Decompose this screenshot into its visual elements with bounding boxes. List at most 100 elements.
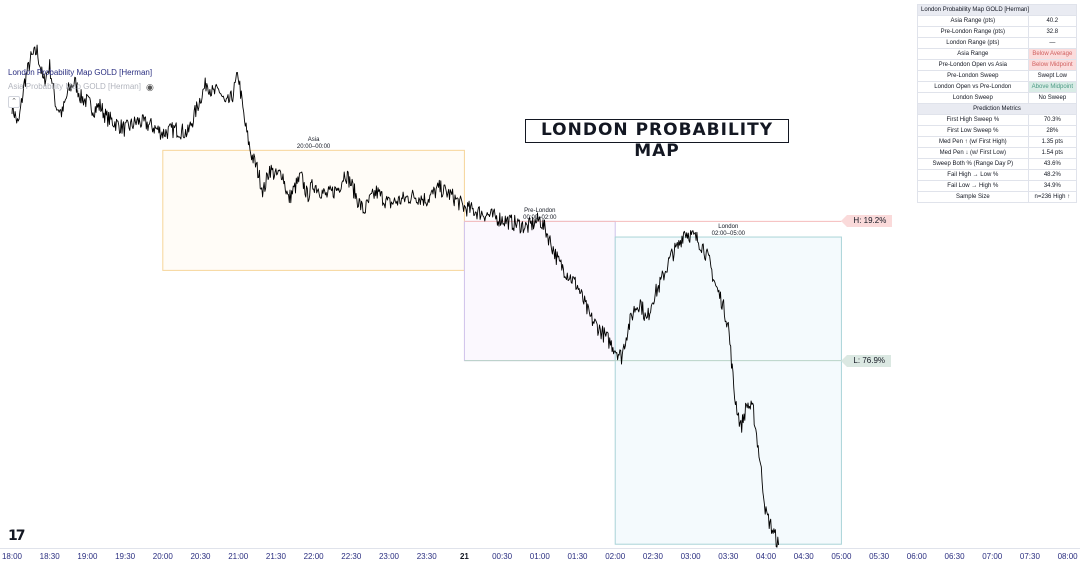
session-boxes: [162, 149, 842, 545]
tradingview-logo[interactable]: 17: [8, 528, 26, 544]
session-box-2: [614, 236, 842, 545]
session-name: London: [718, 224, 739, 231]
x-tick-label: 03:30: [718, 552, 739, 561]
x-tick-label: 21:30: [265, 552, 286, 561]
table-row: Asia Range (pts) 40.2: [917, 15, 1078, 27]
metric-row: First High Sweep % 70.3%: [917, 114, 1078, 126]
x-tick-label: 07:30: [1019, 552, 1040, 561]
table-label: Pre-London Open vs Asia: [917, 59, 1029, 71]
metric-row: Fail High → Low % 48.2%: [917, 169, 1078, 181]
x-tick-label: 19:00: [77, 552, 98, 561]
price-chart[interactable]: [0, 0, 1080, 548]
x-tick-label: 05:30: [869, 552, 890, 561]
level-tag-1: L: 76.9%: [841, 354, 891, 367]
x-tick-label: 01:30: [567, 552, 588, 561]
metric-row: Med Pen ↑ (w/ First High) 1.35 pts: [917, 136, 1078, 148]
session-box-0: [162, 149, 465, 271]
x-tick-label: 05:00: [831, 552, 852, 561]
indicator-legend[interactable]: London Probability Map GOLD [Herman] Asi…: [8, 66, 154, 108]
metric-label: Fail High → Low %: [917, 169, 1029, 181]
metric-value: 48.2%: [1027, 169, 1078, 181]
metric-label: First High Sweep %: [917, 114, 1029, 126]
metric-label: First Low Sweep %: [917, 125, 1029, 137]
table-row: Asia Range Below Average: [917, 48, 1078, 60]
banner-title: LONDON PROBABILITY MAP: [525, 119, 789, 161]
session-name: Pre-London: [524, 208, 556, 215]
x-tick-label: 23:00: [378, 552, 400, 561]
table-label: Asia Range: [917, 48, 1029, 60]
level-tag-0: H: 19.2%: [841, 215, 893, 228]
metric-value: 1.35 pts: [1027, 136, 1078, 148]
x-tick-label: 02:30: [642, 552, 663, 561]
x-tick-label: 04:00: [756, 552, 777, 561]
table-row: London Sweep No Sweep: [917, 92, 1078, 104]
table-value: Below Average: [1027, 48, 1078, 60]
table-row: Pre-London Open vs Asia Below Midpoint: [917, 59, 1078, 71]
x-tick-label: 08:00: [1057, 552, 1078, 561]
x-tick-label: 03:00: [680, 552, 701, 561]
table-title: London Probability Map GOLD [Herman]: [917, 4, 1077, 16]
table-label: Asia Range (pts): [917, 15, 1029, 27]
table-label: Pre-London Range (pts): [917, 26, 1029, 38]
price-line: [11, 44, 780, 548]
table-row: London Range (pts) —: [917, 37, 1078, 49]
x-tick-label: 22:30: [341, 552, 362, 561]
x-tick-label: 19:30: [115, 552, 136, 561]
table-row: Pre-London Range (pts) 32.8: [917, 26, 1078, 38]
x-tick-label: 01:00: [529, 552, 550, 561]
table-row: London Open vs Pre-London Above Midpoint: [917, 81, 1078, 93]
metric-value: n=236 High ↑: [1027, 191, 1078, 203]
session-name: Asia: [307, 137, 320, 144]
time-axis[interactable]: 18:00 18:30 19:00 19:30 20:00 20:30 21:00 21:30…: [0, 548, 1080, 565]
session-label-1: Pre-London 00:00–02:00: [523, 208, 556, 222]
metric-row: First Low Sweep % 28%: [917, 125, 1078, 137]
table-value: Above Midpoint: [1027, 81, 1078, 93]
metric-row: Sweep Both % (Range Day P) 43.6%: [917, 158, 1078, 170]
x-tick-label: 06:00: [906, 552, 927, 561]
x-tick-label: 20:00: [152, 552, 173, 561]
metric-value: 1.54 pts: [1027, 147, 1078, 159]
table-value: —: [1027, 37, 1078, 49]
x-tick-label: 21: [459, 552, 469, 561]
metric-row: Sample Size n=236 High ↑: [917, 191, 1078, 203]
table-header-row: London Probability Map GOLD [Herman]: [917, 4, 1077, 16]
metric-label: Med Pen ↓ (w/ First Low): [917, 147, 1029, 159]
metric-label: Sweep Both % (Range Day P): [917, 158, 1029, 170]
table-label: London Open vs Pre-London: [917, 81, 1029, 93]
table-label: Pre-London Sweep: [917, 70, 1029, 82]
chevron-up-icon[interactable]: ⌃: [8, 96, 20, 108]
metric-label: Fail Low → High %: [917, 180, 1029, 192]
session-label-2: London 02:00–05:00: [712, 224, 745, 238]
legend-title[interactable]: London Probability Map GOLD [Herman]: [8, 68, 153, 77]
x-tick-label: 21:00: [228, 552, 249, 561]
metric-label: Sample Size: [917, 191, 1029, 203]
x-tick-label: 23:30: [416, 552, 437, 561]
x-tick-label: 22:00: [303, 552, 324, 561]
x-tick-label: 20:30: [190, 552, 211, 561]
x-tick-label: 18:00: [1, 552, 23, 561]
metric-row: Med Pen ↓ (w/ First Low) 1.54 pts: [917, 147, 1078, 159]
metric-value: 28%: [1027, 125, 1078, 137]
section-title: Prediction Metrics: [917, 103, 1077, 115]
x-tick-label: 00:30: [492, 552, 513, 561]
eye-icon[interactable]: ◉: [145, 82, 154, 92]
x-tick-label: 02:00: [605, 552, 626, 561]
table-value: Below Midpoint: [1027, 59, 1078, 71]
price-series: [11, 44, 780, 548]
table-value: 32.8: [1027, 26, 1078, 38]
legend-subtitle[interactable]: Asia Probability Map GOLD [Herman]: [8, 82, 141, 91]
table-value: No Sweep: [1027, 92, 1078, 104]
metric-value: 34.9%: [1027, 180, 1078, 192]
table-label: London Range (pts): [917, 37, 1029, 49]
session-box-1: [463, 220, 616, 362]
probability-table: London Probability Map GOLD [Herman] Asia…: [917, 4, 1078, 203]
table-row: Pre-London Sweep Swept Low: [917, 70, 1078, 82]
x-tick-label: 06:30: [944, 552, 965, 561]
table-label: London Sweep: [917, 92, 1029, 104]
table-value: Swept Low: [1027, 70, 1078, 82]
session-time: 20:00–00:00: [296, 144, 331, 151]
x-tick-label: 07:00: [982, 552, 1003, 561]
metric-value: 43.6%: [1027, 158, 1078, 170]
level-lines: [464, 220, 842, 362]
metric-value: 70.3%: [1027, 114, 1078, 126]
